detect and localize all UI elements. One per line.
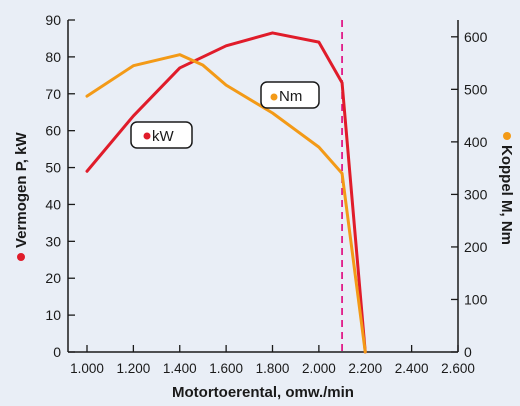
legend-kw-dot xyxy=(143,132,151,140)
y-right-tick-label: 400 xyxy=(464,134,488,150)
legend-nm-dot xyxy=(270,93,278,101)
y-right-tick-label: 600 xyxy=(464,29,488,45)
y-left-tick-label: 30 xyxy=(45,233,61,249)
y-left-tick-label: 50 xyxy=(45,160,61,176)
legend-kw: kW xyxy=(130,121,193,149)
y-right-ticks: 0 100 200 300 400 500 600 xyxy=(451,29,488,360)
legend-nm: Nm xyxy=(260,81,320,109)
x-axis-label: Motortoerental, omw./min xyxy=(172,384,354,401)
y-right-tick-label: 100 xyxy=(464,291,488,307)
x-tick-label: 2.000 xyxy=(302,361,336,376)
y-left-ticks: 0 10 20 30 40 50 60 70 80 90 xyxy=(45,12,75,360)
x-tick-label: 2.600 xyxy=(441,361,475,376)
y-left-tick-label: 90 xyxy=(45,12,61,28)
y-right-tick-label: 300 xyxy=(464,186,488,202)
y-axis-left-label: Vermogen P, kW xyxy=(13,132,30,248)
x-tick-label: 2.400 xyxy=(395,361,429,376)
x-tick-label: 1.000 xyxy=(70,361,104,376)
series-line-nm xyxy=(85,53,367,354)
legend-nm-box xyxy=(260,81,320,109)
y-right-tick-label: 200 xyxy=(464,239,488,255)
x-tick-label: 1.400 xyxy=(163,361,197,376)
x-ticks: 1.000 1.200 1.400 1.600 1.800 2.000 2.200 2.400… xyxy=(70,345,475,376)
y-axis-left-dot xyxy=(17,253,25,261)
x-tick-label: 1.200 xyxy=(116,361,150,376)
legend-nm-label: Nm xyxy=(279,88,302,105)
y-axis-right-label: Koppel M, Nm xyxy=(498,145,515,245)
series-group xyxy=(85,31,367,354)
y-left-tick-label: 80 xyxy=(45,49,61,65)
series-line-kw xyxy=(85,31,367,354)
x-tick-label: 1.800 xyxy=(256,361,290,376)
y-left-tick-label: 40 xyxy=(45,196,61,212)
y-left-tick-label: 20 xyxy=(45,270,61,286)
y-right-tick-label: 0 xyxy=(464,344,472,360)
x-tick-label: 1.600 xyxy=(209,361,243,376)
y-left-tick-label: 70 xyxy=(45,86,61,102)
y-right-tick-label: 500 xyxy=(464,81,488,97)
y-left-tick-label: 10 xyxy=(45,307,61,323)
y-axis-right-dot xyxy=(503,132,511,140)
y-axis-right-title: Koppel M, Nm xyxy=(498,132,515,245)
legend-kw-box xyxy=(130,121,193,149)
x-tick-label: 2.200 xyxy=(348,361,382,376)
y-axis-left-title: Vermogen P, kW xyxy=(13,132,30,261)
legend-kw-label: kW xyxy=(152,128,175,145)
y-left-tick-label: 60 xyxy=(45,123,61,139)
y-left-tick-label: 0 xyxy=(53,344,61,360)
